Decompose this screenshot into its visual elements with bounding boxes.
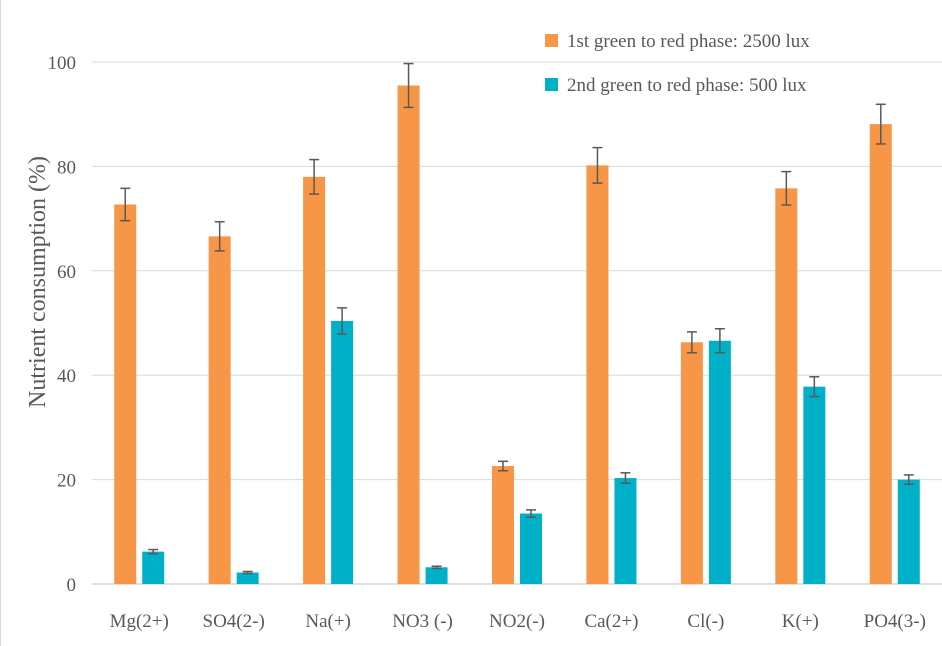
bar-phase2: [897, 479, 920, 584]
bar-phase1: [114, 204, 137, 585]
bar-phase1: [869, 124, 892, 585]
y-tick-label: 0: [67, 575, 77, 596]
y-axis-title: Nutrient consumption (%): [25, 156, 51, 408]
y-tick-label: 100: [48, 53, 77, 74]
bar-phase2: [236, 572, 259, 584]
legend-label: 2nd green to red phase: 500 lux: [567, 75, 807, 96]
legend-swatch: [545, 34, 558, 47]
legend-label: 1st green to red phase: 2500 lux: [567, 31, 810, 52]
x-tick-label: NO2(-): [489, 611, 545, 632]
bar-phase1: [775, 188, 798, 584]
legend-swatch: [545, 78, 558, 91]
error-bars: [120, 62, 914, 575]
y-tick-label: 20: [57, 471, 76, 492]
x-tick-label: Mg(2+): [110, 611, 169, 632]
y-tick-label: 80: [57, 157, 76, 178]
x-tick-label: SO4(2-): [203, 611, 265, 632]
x-tick-label: PO4(3-): [864, 611, 926, 632]
bar-phase1: [303, 176, 326, 584]
y-axis-ticks: 0 20 40 60 80 100: [48, 53, 77, 596]
y-tick-label: 40: [57, 366, 76, 387]
x-tick-label: NO3 (-): [392, 611, 453, 632]
bar-phase1: [492, 466, 514, 584]
x-tick-label: Ca(2+): [584, 611, 638, 632]
legend: 1st green to red phase: 2500 lux 2nd gree…: [545, 31, 810, 96]
x-axis-ticks: Mg(2+) SO4(2-) Na(+) NO3 (-) NO2(-) Ca(2+) Cl(…: [110, 611, 926, 632]
bar-phase1: [208, 236, 231, 584]
bar-phase1: [397, 85, 420, 585]
bar-phase1: [586, 165, 609, 584]
bar-phase2: [331, 320, 354, 584]
x-tick-label: Na(+): [305, 611, 351, 632]
bars: [114, 85, 920, 585]
bar-phase2: [614, 478, 637, 584]
x-tick-label: Cl(-): [687, 611, 724, 632]
bar-phase2: [425, 567, 448, 584]
bar-phase2: [142, 551, 165, 584]
gridlines: [92, 61, 942, 585]
bar-phase2: [803, 386, 826, 584]
y-tick-label: 60: [57, 262, 76, 283]
bar-phase2: [520, 513, 542, 584]
bar-phase2: [708, 340, 731, 584]
bar-phase1: [680, 342, 703, 584]
x-tick-label: K(+): [782, 611, 819, 632]
